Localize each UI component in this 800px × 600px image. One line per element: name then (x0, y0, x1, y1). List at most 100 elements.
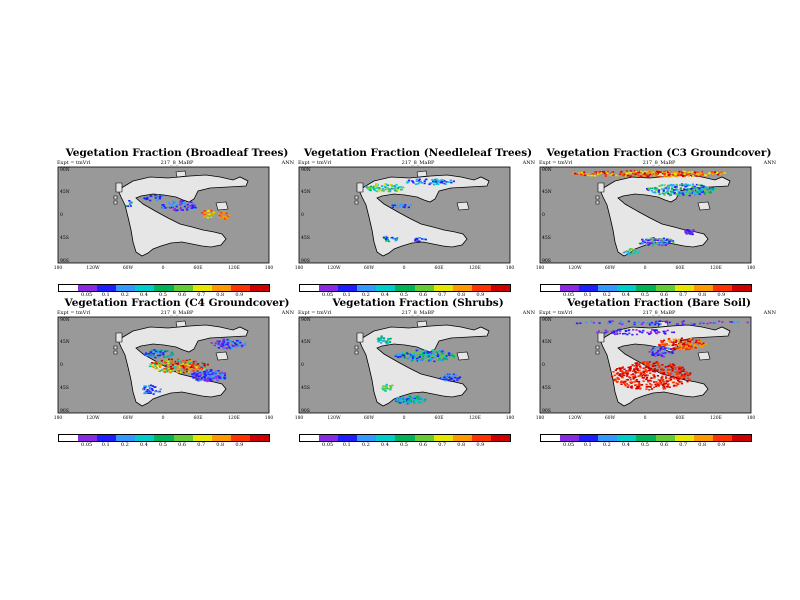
colorbar-segment (300, 435, 319, 441)
vegetation-cell (199, 380, 201, 382)
colorbar-segment (231, 435, 250, 441)
vegetation-cell (193, 367, 195, 369)
vegetation-cell (441, 356, 443, 358)
vegetation-cell (182, 361, 184, 363)
lon-tick-label: 60W (598, 416, 622, 421)
vegetation-cell (649, 351, 651, 353)
vegetation-cell (433, 184, 435, 186)
colorbar-segment (453, 285, 472, 291)
lon-tick-label: 180 (528, 266, 552, 271)
vegetation-cell (662, 244, 664, 246)
vegetation-cell (649, 372, 651, 374)
vegetation-cell (215, 342, 217, 344)
vegetation-cell (627, 386, 629, 388)
vegetation-cell (677, 370, 679, 372)
vegetation-cell (596, 332, 598, 334)
vegetation-cell (701, 188, 703, 190)
vegetation-cell (687, 188, 689, 190)
vegetation-cell (157, 352, 159, 354)
vegetation-cell (635, 329, 637, 331)
vegetation-cell (681, 367, 683, 369)
colorbar-label: 0.2 (115, 442, 135, 448)
vegetation-cell (455, 374, 457, 376)
vegetation-cell (224, 343, 226, 345)
vegetation-cell (170, 204, 172, 206)
vegetation-cell (687, 377, 689, 379)
vegetation-cell (669, 195, 671, 197)
vegetation-cell (677, 323, 679, 325)
vegetation-cell (682, 193, 684, 195)
lat-tick-label: 90N (301, 318, 311, 323)
vegetation-cell (637, 175, 639, 177)
vegetation-cell (691, 347, 693, 349)
vegetation-cell (667, 330, 669, 332)
lon-tick-label: 60W (357, 266, 381, 271)
colorbar-segment (453, 435, 472, 441)
vegetation-cell (659, 380, 661, 382)
vegetation-cell (201, 212, 203, 214)
vegetation-cell (196, 372, 198, 374)
island (698, 202, 710, 210)
vegetation-cell (655, 386, 657, 388)
vegetation-cell (657, 354, 659, 356)
vegetation-cell (402, 357, 404, 359)
vegetation-cell (669, 353, 671, 355)
vegetation-cell (694, 172, 696, 174)
vegetation-cell (671, 366, 673, 368)
vegetation-cell (633, 171, 635, 173)
vegetation-cell (678, 373, 680, 375)
vegetation-cell (622, 373, 624, 375)
vegetation-cell (576, 173, 578, 175)
vegetation-cell (652, 245, 654, 247)
vegetation-cell (687, 344, 689, 346)
vegetation-cell (627, 251, 629, 253)
vegetation-cell (670, 239, 672, 241)
vegetation-cell (665, 322, 667, 324)
vegetation-cell (671, 370, 673, 372)
vegetation-cell (389, 389, 391, 391)
vegetation-cell (213, 377, 215, 379)
vegetation-cell (176, 206, 178, 208)
vegetation-cell (427, 352, 429, 354)
vegetation-cell (615, 378, 617, 380)
vegetation-cell (656, 329, 658, 331)
vegetation-cell (216, 340, 218, 342)
vegetation-cell (174, 208, 176, 210)
island (216, 352, 228, 360)
island (457, 352, 469, 360)
vegetation-cell (642, 172, 644, 174)
vegetation-cell (226, 217, 228, 219)
vegetation-cell (669, 364, 671, 366)
vegetation-cell (147, 389, 149, 391)
vegetation-cell (211, 375, 213, 377)
vegetation-cell (661, 368, 663, 370)
vegetation-cell (129, 203, 131, 205)
vegetation-cell (638, 321, 640, 323)
vegetation-cell (380, 191, 382, 193)
colorbar-segment (116, 435, 135, 441)
vegetation-cell (633, 365, 635, 367)
vegetation-cell (705, 193, 707, 195)
vegetation-cell (430, 359, 432, 361)
lon-tick-label: 180 (46, 266, 70, 271)
panel-title: Vegetation Fraction (Broadleaf Trees) (57, 147, 297, 159)
lon-tick-label: 180 (257, 266, 281, 271)
vegetation-cell (204, 377, 206, 379)
vegetation-cell (638, 370, 640, 372)
vegetation-cell (663, 381, 665, 383)
vegetation-cell (450, 182, 452, 184)
vegetation-cell (599, 171, 601, 173)
colorbar-label: 0.9 (711, 442, 731, 448)
colorbar-label: 0.1 (96, 442, 116, 448)
colorbar-segment (579, 435, 598, 441)
colorbar-segment (656, 285, 675, 291)
vegetation-cell (429, 354, 431, 356)
island (596, 201, 599, 204)
vegetation-cell (201, 362, 203, 364)
vegetation-cell (644, 172, 646, 174)
vegetation-cell (433, 353, 435, 355)
vegetation-cell (576, 323, 578, 325)
vegetation-cell (378, 191, 380, 193)
vegetation-cell (653, 363, 655, 365)
vegetation-cell (636, 381, 638, 383)
